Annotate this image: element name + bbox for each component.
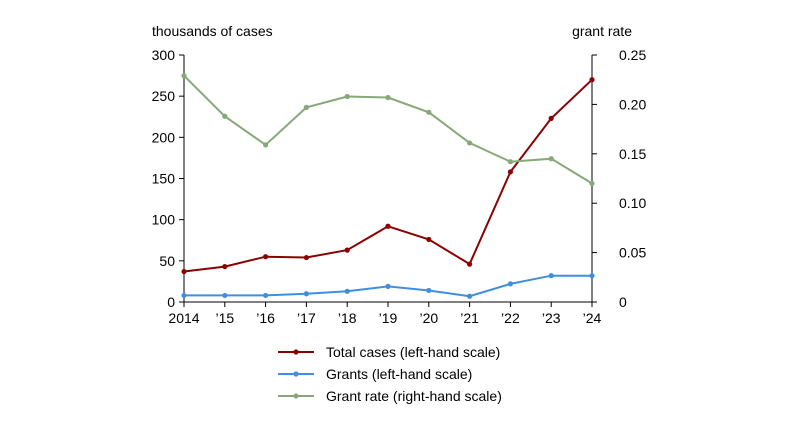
- legend-label: Grants (left-hand scale): [326, 366, 472, 382]
- data-point: [263, 142, 269, 148]
- plot-frame: [183, 55, 593, 303]
- right-tick-label: 0: [619, 294, 627, 310]
- legend-swatch-marker: [293, 371, 299, 377]
- left-tick-label: 100: [152, 212, 176, 228]
- x-tick-label: ’23: [542, 310, 561, 326]
- right-tick-label: 0.25: [619, 47, 646, 63]
- right-tick-label: 0.05: [619, 245, 646, 261]
- x-tick-label: ’21: [460, 310, 479, 326]
- data-point: [467, 140, 473, 146]
- data-point: [385, 283, 391, 289]
- data-point: [426, 287, 432, 294]
- legend-label: Grant rate (right-hand scale): [326, 388, 502, 404]
- x-tick-label: ’17: [297, 310, 316, 326]
- data-point: [222, 292, 228, 299]
- left-tick-label: 150: [152, 171, 176, 187]
- x-tick-label: ’19: [379, 310, 398, 326]
- data-point: [426, 109, 432, 115]
- data-point: [426, 236, 432, 243]
- data-point: [467, 261, 473, 267]
- data-point: [507, 169, 513, 175]
- data-point: [548, 115, 554, 121]
- x-tick-label: ’16: [256, 310, 275, 326]
- x-tick-label: ’20: [419, 310, 438, 326]
- data-point: [589, 180, 595, 187]
- series-layer: [181, 73, 595, 299]
- data-point: [548, 273, 554, 279]
- data-point: [589, 273, 595, 279]
- right-axis: grant rate 0 0.05 0.10 0.15 0.20 0.25: [572, 23, 646, 310]
- x-tick-label: ’24: [583, 310, 602, 326]
- data-point: [303, 104, 309, 110]
- data-point: [548, 156, 554, 162]
- data-point: [303, 254, 309, 261]
- data-point: [263, 292, 269, 299]
- series-2: [181, 273, 595, 299]
- x-tick-label: ’22: [501, 310, 520, 326]
- legend-item: Grant rate (right-hand scale): [278, 388, 502, 404]
- series-line: [183, 74, 593, 185]
- data-point: [263, 254, 269, 260]
- data-point: [385, 94, 391, 101]
- x-tick-label: 2014: [168, 310, 199, 326]
- data-point: [385, 223, 391, 229]
- data-point: [344, 93, 350, 100]
- left-axis: thousands of cases 0 50 100 150 200 250 300: [152, 23, 273, 310]
- legend-swatch-marker: [293, 393, 299, 399]
- legend-label: Total cases (left-hand scale): [326, 344, 500, 360]
- x-tick-label: ’15: [215, 310, 234, 326]
- left-tick-label: 0: [167, 294, 175, 310]
- legend-item: Total cases (left-hand scale): [278, 344, 500, 360]
- data-point: [344, 247, 350, 253]
- data-point: [344, 288, 350, 294]
- right-tick-label: 0.15: [619, 146, 646, 162]
- data-point: [467, 293, 473, 299]
- legend-item: Grants (left-hand scale): [278, 366, 472, 382]
- right-axis-title: grant rate: [572, 23, 632, 39]
- data-point: [181, 292, 187, 299]
- data-point: [589, 77, 595, 83]
- left-tick-label: 200: [152, 129, 176, 145]
- series-3: [181, 73, 595, 187]
- series-line: [183, 78, 593, 273]
- legend: Total cases (left-hand scale) Grants (lef…: [278, 344, 502, 404]
- left-tick-label: 50: [159, 253, 175, 269]
- data-point: [181, 268, 187, 275]
- series-1: [181, 77, 595, 275]
- left-axis-title: thousands of cases: [152, 23, 273, 39]
- data-point: [222, 263, 228, 270]
- x-tick-label: ’18: [338, 310, 357, 326]
- legend-swatch-marker: [293, 349, 299, 355]
- data-point: [507, 159, 513, 165]
- data-point: [222, 113, 228, 119]
- x-axis: 2014 ’15 ’16 ’17 ’18 ’19 ’20 ’21 ’22 ’23 ’24: [168, 302, 602, 326]
- data-point: [181, 73, 187, 79]
- right-tick-label: 0.10: [619, 195, 646, 211]
- left-tick-label: 250: [152, 88, 176, 104]
- left-tick-label: 300: [152, 47, 176, 63]
- data-point: [507, 281, 513, 287]
- data-point: [303, 291, 309, 297]
- right-tick-label: 0.20: [619, 96, 646, 112]
